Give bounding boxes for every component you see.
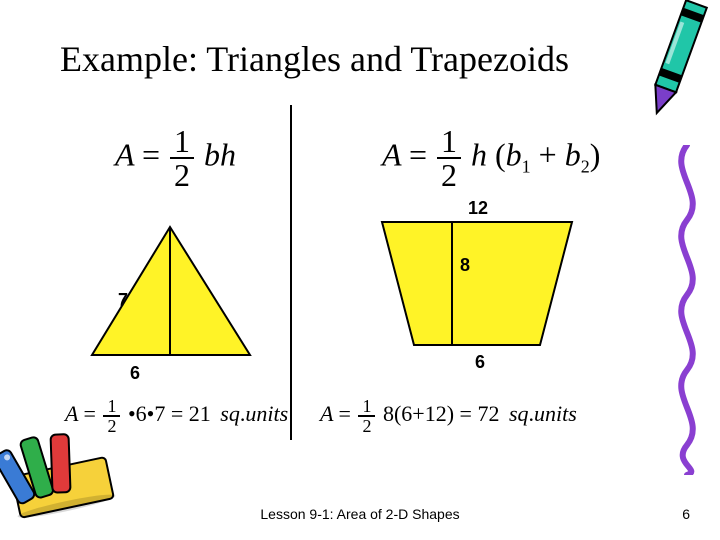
triangle-height-label: 7 [118, 290, 128, 311]
pastels-icon [0, 405, 130, 525]
formula-fraction: 1 2 [437, 125, 461, 191]
formula-sub1: 1 [522, 157, 531, 177]
formula-b1: b [506, 136, 522, 172]
trapezoid-result-formula: A = 1 2 8(6+12) = 72 sq.units [320, 397, 577, 435]
result-v2: 7 [154, 401, 165, 426]
formula-eq: = [409, 136, 427, 172]
result-v1: 6 [136, 401, 147, 426]
vertical-divider [290, 105, 292, 440]
triangle-area-formula: A = 1 2 bh [115, 125, 236, 191]
trapezoid-shape [380, 220, 576, 349]
result-frac: 1 2 [358, 397, 375, 435]
crayon-icon [630, 0, 720, 130]
triangle-base-label: 6 [130, 363, 140, 384]
formula-plus: + [539, 136, 557, 172]
trapezoid-bottom-label: 6 [475, 352, 485, 373]
slide-title: Example: Triangles and Trapezoids [60, 38, 569, 80]
formula-b2: b [565, 136, 581, 172]
result-unit: sq.units [220, 401, 288, 426]
page-number: 6 [682, 506, 690, 522]
frac-den: 2 [437, 159, 461, 191]
result-val: 21 [189, 401, 211, 426]
result-unit: sq.units [509, 401, 577, 426]
formula-bh: bh [204, 136, 236, 172]
frac-den: 2 [170, 159, 194, 191]
triangle-shape [90, 225, 252, 359]
result-eq: = [339, 401, 351, 426]
result-A: A [320, 401, 333, 426]
formula-h: h [471, 136, 487, 172]
formula-A: A [115, 136, 134, 172]
squiggle-icon [662, 145, 712, 475]
result-eq2: = [460, 401, 472, 426]
formula-eq: = [142, 136, 160, 172]
frac-num: 1 [170, 125, 194, 159]
trapezoid-area-formula: A = 1 2 h (b1 + b2) [382, 125, 600, 191]
formula-fraction: 1 2 [170, 125, 194, 191]
result-h: 8 [383, 401, 394, 426]
trapezoid-top-label: 12 [468, 198, 488, 219]
frac-num: 1 [437, 125, 461, 159]
footer-lesson-text: Lesson 9-1: Area of 2-D Shapes [260, 506, 459, 522]
result-val: 72 [477, 401, 499, 426]
result-paren: (6+12) [394, 401, 454, 426]
result-eq2: = [171, 401, 183, 426]
frac-den: 2 [358, 417, 375, 435]
trapezoid-height-label: 8 [460, 255, 470, 276]
frac-num: 1 [358, 397, 375, 417]
formula-sub2: 2 [581, 157, 590, 177]
formula-A: A [382, 136, 401, 172]
